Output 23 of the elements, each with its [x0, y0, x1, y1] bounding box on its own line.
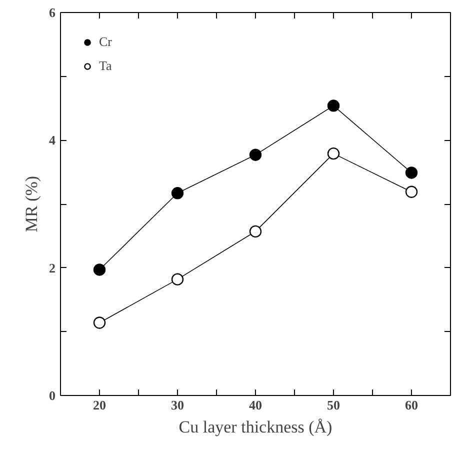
y-tick-label: 2	[49, 260, 56, 276]
point	[93, 264, 106, 276]
x-tick-label: 60	[405, 398, 418, 412]
x-tick-label: 40	[249, 398, 262, 412]
point	[327, 100, 340, 112]
x-tick-label: 50	[327, 398, 340, 412]
point	[171, 187, 184, 200]
y-tick-label: 6	[49, 5, 56, 20]
point	[405, 186, 418, 198]
point	[93, 316, 106, 329]
legend-label: Cr	[99, 34, 113, 50]
y-axis-title: MR (%)	[22, 176, 41, 232]
point	[171, 273, 184, 286]
x-axis-title: Cu layer thickness (Å)	[178, 418, 332, 436]
point	[249, 148, 262, 161]
point	[249, 225, 262, 238]
y-tick-label: 4	[49, 132, 56, 148]
y-tick-label: 0	[49, 388, 56, 403]
point	[327, 147, 340, 160]
x-tick-label: 30	[171, 398, 184, 412]
legend-label: Ta	[99, 58, 113, 74]
point	[405, 166, 418, 179]
x-tick-label: 20	[93, 398, 106, 412]
